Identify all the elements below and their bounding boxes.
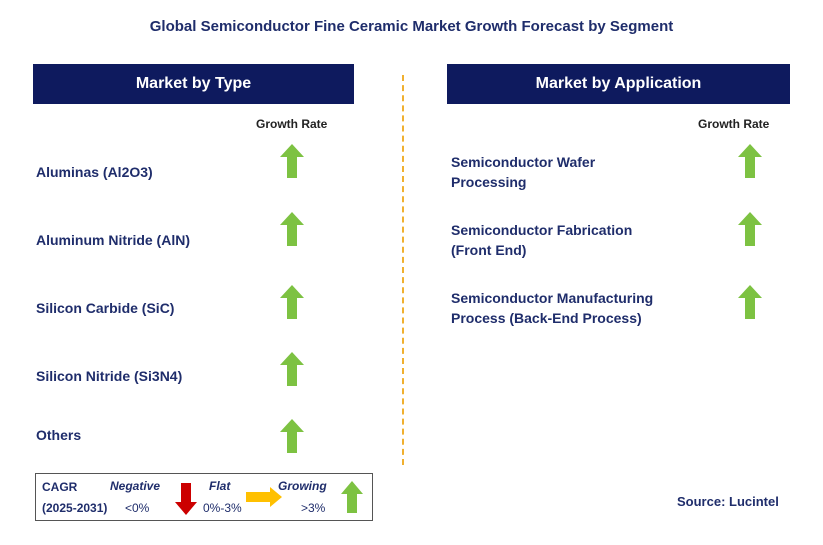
- application-item-fabrication-line2: (Front End): [451, 242, 527, 258]
- type-item-aluminas: Aluminas (Al2O3): [36, 164, 153, 180]
- application-item-wafer-line2: Processing: [451, 174, 527, 190]
- application-item-manufacturing-line1: Semiconductor Manufacturing: [451, 290, 654, 306]
- legend-negative-range: <0%: [125, 501, 150, 515]
- up-arrow-icon: [341, 481, 363, 513]
- down-arrow-icon: [175, 483, 197, 515]
- type-item-aluminum-nitride: Aluminum Nitride (AlN): [36, 232, 190, 248]
- type-item-silicon-nitride: Silicon Nitride (Si3N4): [36, 368, 183, 384]
- application-panel-header: Market by Application: [447, 64, 790, 104]
- application-panel-header-label: Market by Application: [535, 75, 702, 92]
- source-label: Source: Lucintel: [677, 494, 779, 509]
- application-item-manufacturing-line2: Process (Back-End Process): [451, 310, 642, 326]
- legend-negative-label: Negative: [110, 479, 161, 493]
- up-arrow-icon: [280, 212, 304, 246]
- up-arrow-icon: [738, 144, 762, 178]
- legend-period-label: (2025-2031): [42, 501, 108, 515]
- application-item-wafer: Semiconductor Wafer Processing: [451, 152, 595, 192]
- type-item-silicon-carbide: Silicon Carbide (SiC): [36, 300, 175, 316]
- type-panel-header-label: Market by Type: [135, 75, 252, 92]
- cagr-legend: CAGR (2025-2031) Negative <0% Flat 0%-3%…: [35, 473, 373, 521]
- type-item-others: Others: [36, 427, 82, 443]
- legend-flat-range: 0%-3%: [203, 501, 242, 515]
- application-item-wafer-line1: Semiconductor Wafer: [451, 154, 596, 170]
- up-arrow-icon: [738, 285, 762, 319]
- application-item-fabrication: Semiconductor Fabrication (Front End): [451, 220, 632, 260]
- up-arrow-icon: [280, 144, 304, 178]
- application-growth-rate-label: Growth Rate: [698, 117, 770, 131]
- legend-growing-label: Growing: [278, 479, 327, 493]
- panel-divider: [402, 75, 404, 465]
- legend-flat-label: Flat: [209, 479, 231, 493]
- type-panel-header: Market by Type: [33, 64, 354, 104]
- legend-growing-range: >3%: [301, 501, 326, 515]
- right-arrow-icon: [246, 487, 282, 507]
- application-item-manufacturing: Semiconductor Manufacturing Process (Bac…: [451, 288, 653, 328]
- application-item-fabrication-line1: Semiconductor Fabrication: [451, 222, 633, 238]
- up-arrow-icon: [280, 285, 304, 319]
- up-arrow-icon: [280, 419, 304, 453]
- type-growth-rate-label: Growth Rate: [256, 117, 328, 131]
- legend-cagr-label: CAGR: [42, 480, 78, 494]
- up-arrow-icon: [738, 212, 762, 246]
- chart-title: Global Semiconductor Fine Ceramic Market…: [149, 18, 674, 35]
- up-arrow-icon: [280, 352, 304, 386]
